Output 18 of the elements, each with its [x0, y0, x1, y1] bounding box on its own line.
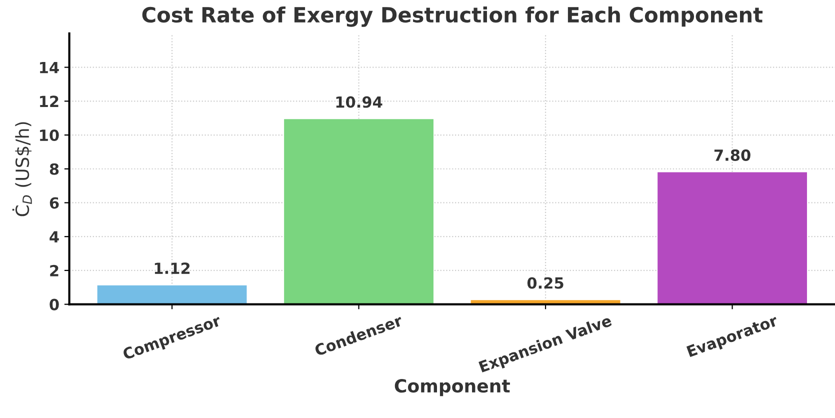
y-tick-label: 12: [40, 96, 58, 107]
y-axis-title: Ċ$_{D}$ (US$/h): [12, 122, 32, 216]
data-label: 7.80: [714, 149, 750, 161]
y-tick-label: 0: [50, 298, 59, 310]
bar: [284, 119, 434, 304]
y-tick-label: 14: [40, 62, 59, 74]
data-label: 1.12: [154, 262, 190, 274]
y-tick-label: 8: [50, 163, 59, 175]
x-axis-title: Component: [394, 379, 510, 396]
data-label: 0.25: [527, 277, 564, 289]
y-tick-label: 2: [50, 264, 58, 276]
data-label: 10.94: [336, 96, 382, 108]
y-tick-label: 10: [40, 129, 59, 142]
y-tick-label: 4: [50, 231, 59, 242]
bar: [658, 172, 807, 304]
bar: [97, 285, 247, 304]
y-tick-label: 6: [50, 197, 59, 209]
chart-title: Cost Rate of Exergy Destruction for Each Component: [142, 6, 763, 27]
